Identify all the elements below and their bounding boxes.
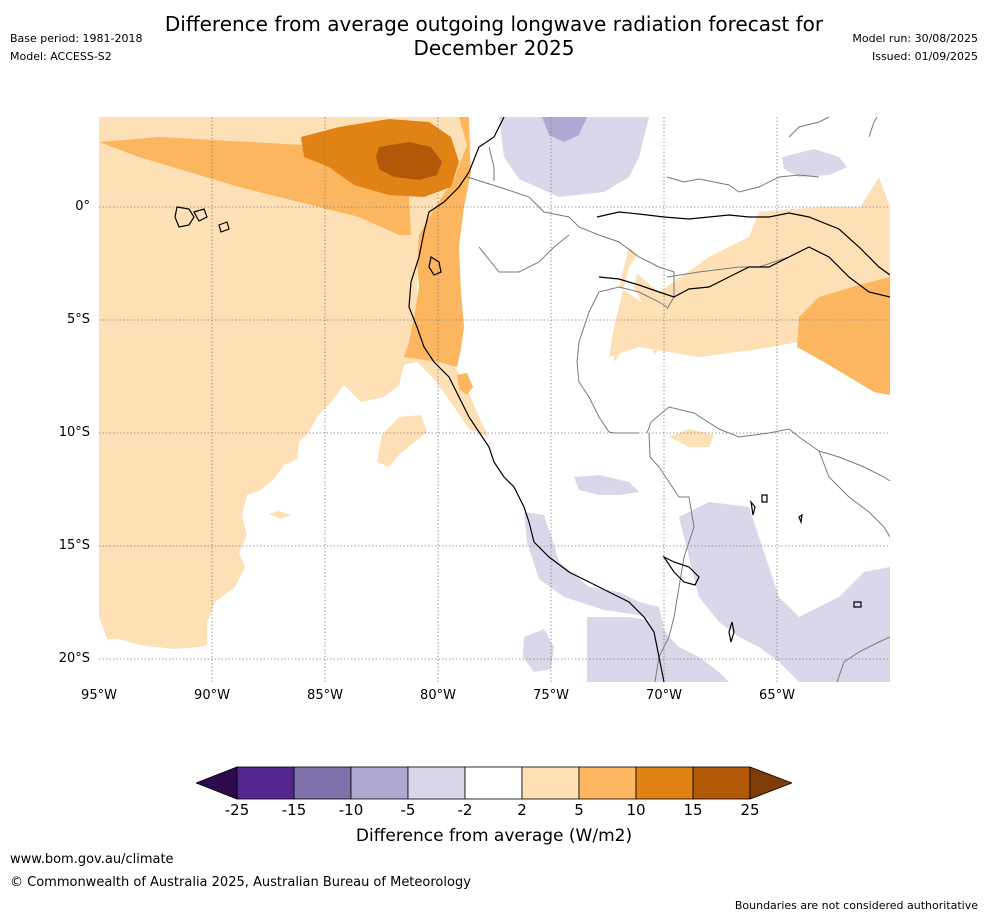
anomaly-area-neg5-north (542, 117, 587, 142)
colorbar-tick-pos25: 25 (740, 801, 760, 819)
colorbar-bin-neg25-neg15 (236, 766, 295, 800)
anomaly-area-neg2-peru-coast (524, 512, 664, 627)
meta-right: Model run: 30/08/2025 Issued: 01/09/2025 (852, 30, 978, 66)
colorbar-bin-neg15-neg10 (293, 766, 352, 800)
anomaly-area-neg2-bolivia (574, 475, 639, 495)
colorbar-bin-pos5-pos10 (578, 766, 637, 800)
anomaly-area-pos2-patch-2 (269, 511, 291, 519)
anomaly-area-pos15-pacific (376, 142, 442, 180)
colorbar-bin-pos15-pos25 (692, 766, 751, 800)
anomaly-area-pos5-amazon (797, 277, 890, 395)
lat-label-20s: 20°S (58, 651, 90, 666)
colorbar-tick-neg10: -10 (338, 801, 364, 819)
lat-label-15s: 15°S (58, 538, 90, 553)
anomaly-area-pos5-coast (457, 373, 473, 395)
model-run: Model run: 30/08/2025 (852, 32, 978, 45)
anomaly-area-pos2-patch-1 (377, 415, 427, 467)
colorbar-tick-pos2: 2 (517, 801, 527, 819)
anomaly-area-pos2-pacific (99, 117, 489, 649)
colorbar-bin-pos10-pos15 (635, 766, 694, 800)
lon-label-70w: 70°W (646, 688, 682, 703)
colorbar-tick-neg5: -5 (400, 801, 416, 819)
colorbar-tick-pos15: 15 (683, 801, 703, 819)
base-period: Base period: 1981-2018 (10, 32, 143, 45)
lon-label-80w: 80°W (420, 688, 456, 703)
colorbar-tick-pos10: 10 (626, 801, 646, 819)
lon-label-95w: 95°W (81, 688, 117, 703)
issued-date: Issued: 01/09/2025 (871, 50, 978, 63)
colorbar-bin-neg10-neg5 (350, 766, 409, 800)
anomaly-area-neg2-south (679, 502, 890, 682)
colorbar-bin-neg2-pos2 (464, 766, 523, 800)
coastlines (174, 117, 890, 682)
lat-label-5s: 5°S (66, 312, 90, 327)
colorbar-extend-high (749, 766, 792, 800)
colorbar (196, 766, 792, 800)
footer-disclaimer: Boundaries are not considered authoritat… (734, 899, 978, 912)
colorbar-bin-neg5-neg2 (407, 766, 466, 800)
footer-url[interactable]: www.bom.gov.au/climate (10, 852, 174, 867)
anomaly-map (99, 117, 890, 682)
colorbar-bin-pos2-pos5 (521, 766, 580, 800)
colorbar-tick-neg15: -15 (281, 801, 307, 819)
model-name: Model: ACCESS-S2 (10, 50, 112, 63)
lon-label-75w: 75°W (533, 688, 569, 703)
anomaly-area-neg2-coast-patch (523, 629, 554, 672)
anomaly-area-pos2-bolivia-patch (669, 429, 714, 447)
colorbar-title: Difference from average (W/m2) (355, 826, 633, 846)
lon-label-65w: 65°W (759, 688, 795, 703)
colorbar-tick-pos5: 5 (574, 801, 584, 819)
footer-copyright: © Commonwealth of Australia 2025, Austra… (10, 875, 471, 890)
colorbar-tick-neg2: -2 (457, 801, 473, 819)
anomaly-area-neg2-north (499, 117, 649, 197)
colorbar-extend-low (196, 766, 238, 800)
lat-label-0: 0° (75, 199, 90, 214)
map-gridlines (99, 117, 890, 682)
meta-left: Base period: 1981-2018 Model: ACCESS-S2 (10, 30, 142, 66)
lon-label-85w: 85°W (307, 688, 343, 703)
lat-label-10s: 10°S (58, 425, 90, 440)
map-title: Difference from average outgoing longwav… (0, 12, 988, 60)
title-line-2: December 2025 (413, 36, 575, 60)
anomaly-area-pos2-north-east (749, 209, 890, 267)
colorbar-tick-neg25: -25 (224, 801, 250, 819)
title-line-1: Difference from average outgoing longwav… (164, 12, 824, 36)
country-borders (466, 117, 890, 682)
anomaly-area-neg2-northeast (782, 149, 847, 177)
lon-label-90w: 90°W (194, 688, 230, 703)
